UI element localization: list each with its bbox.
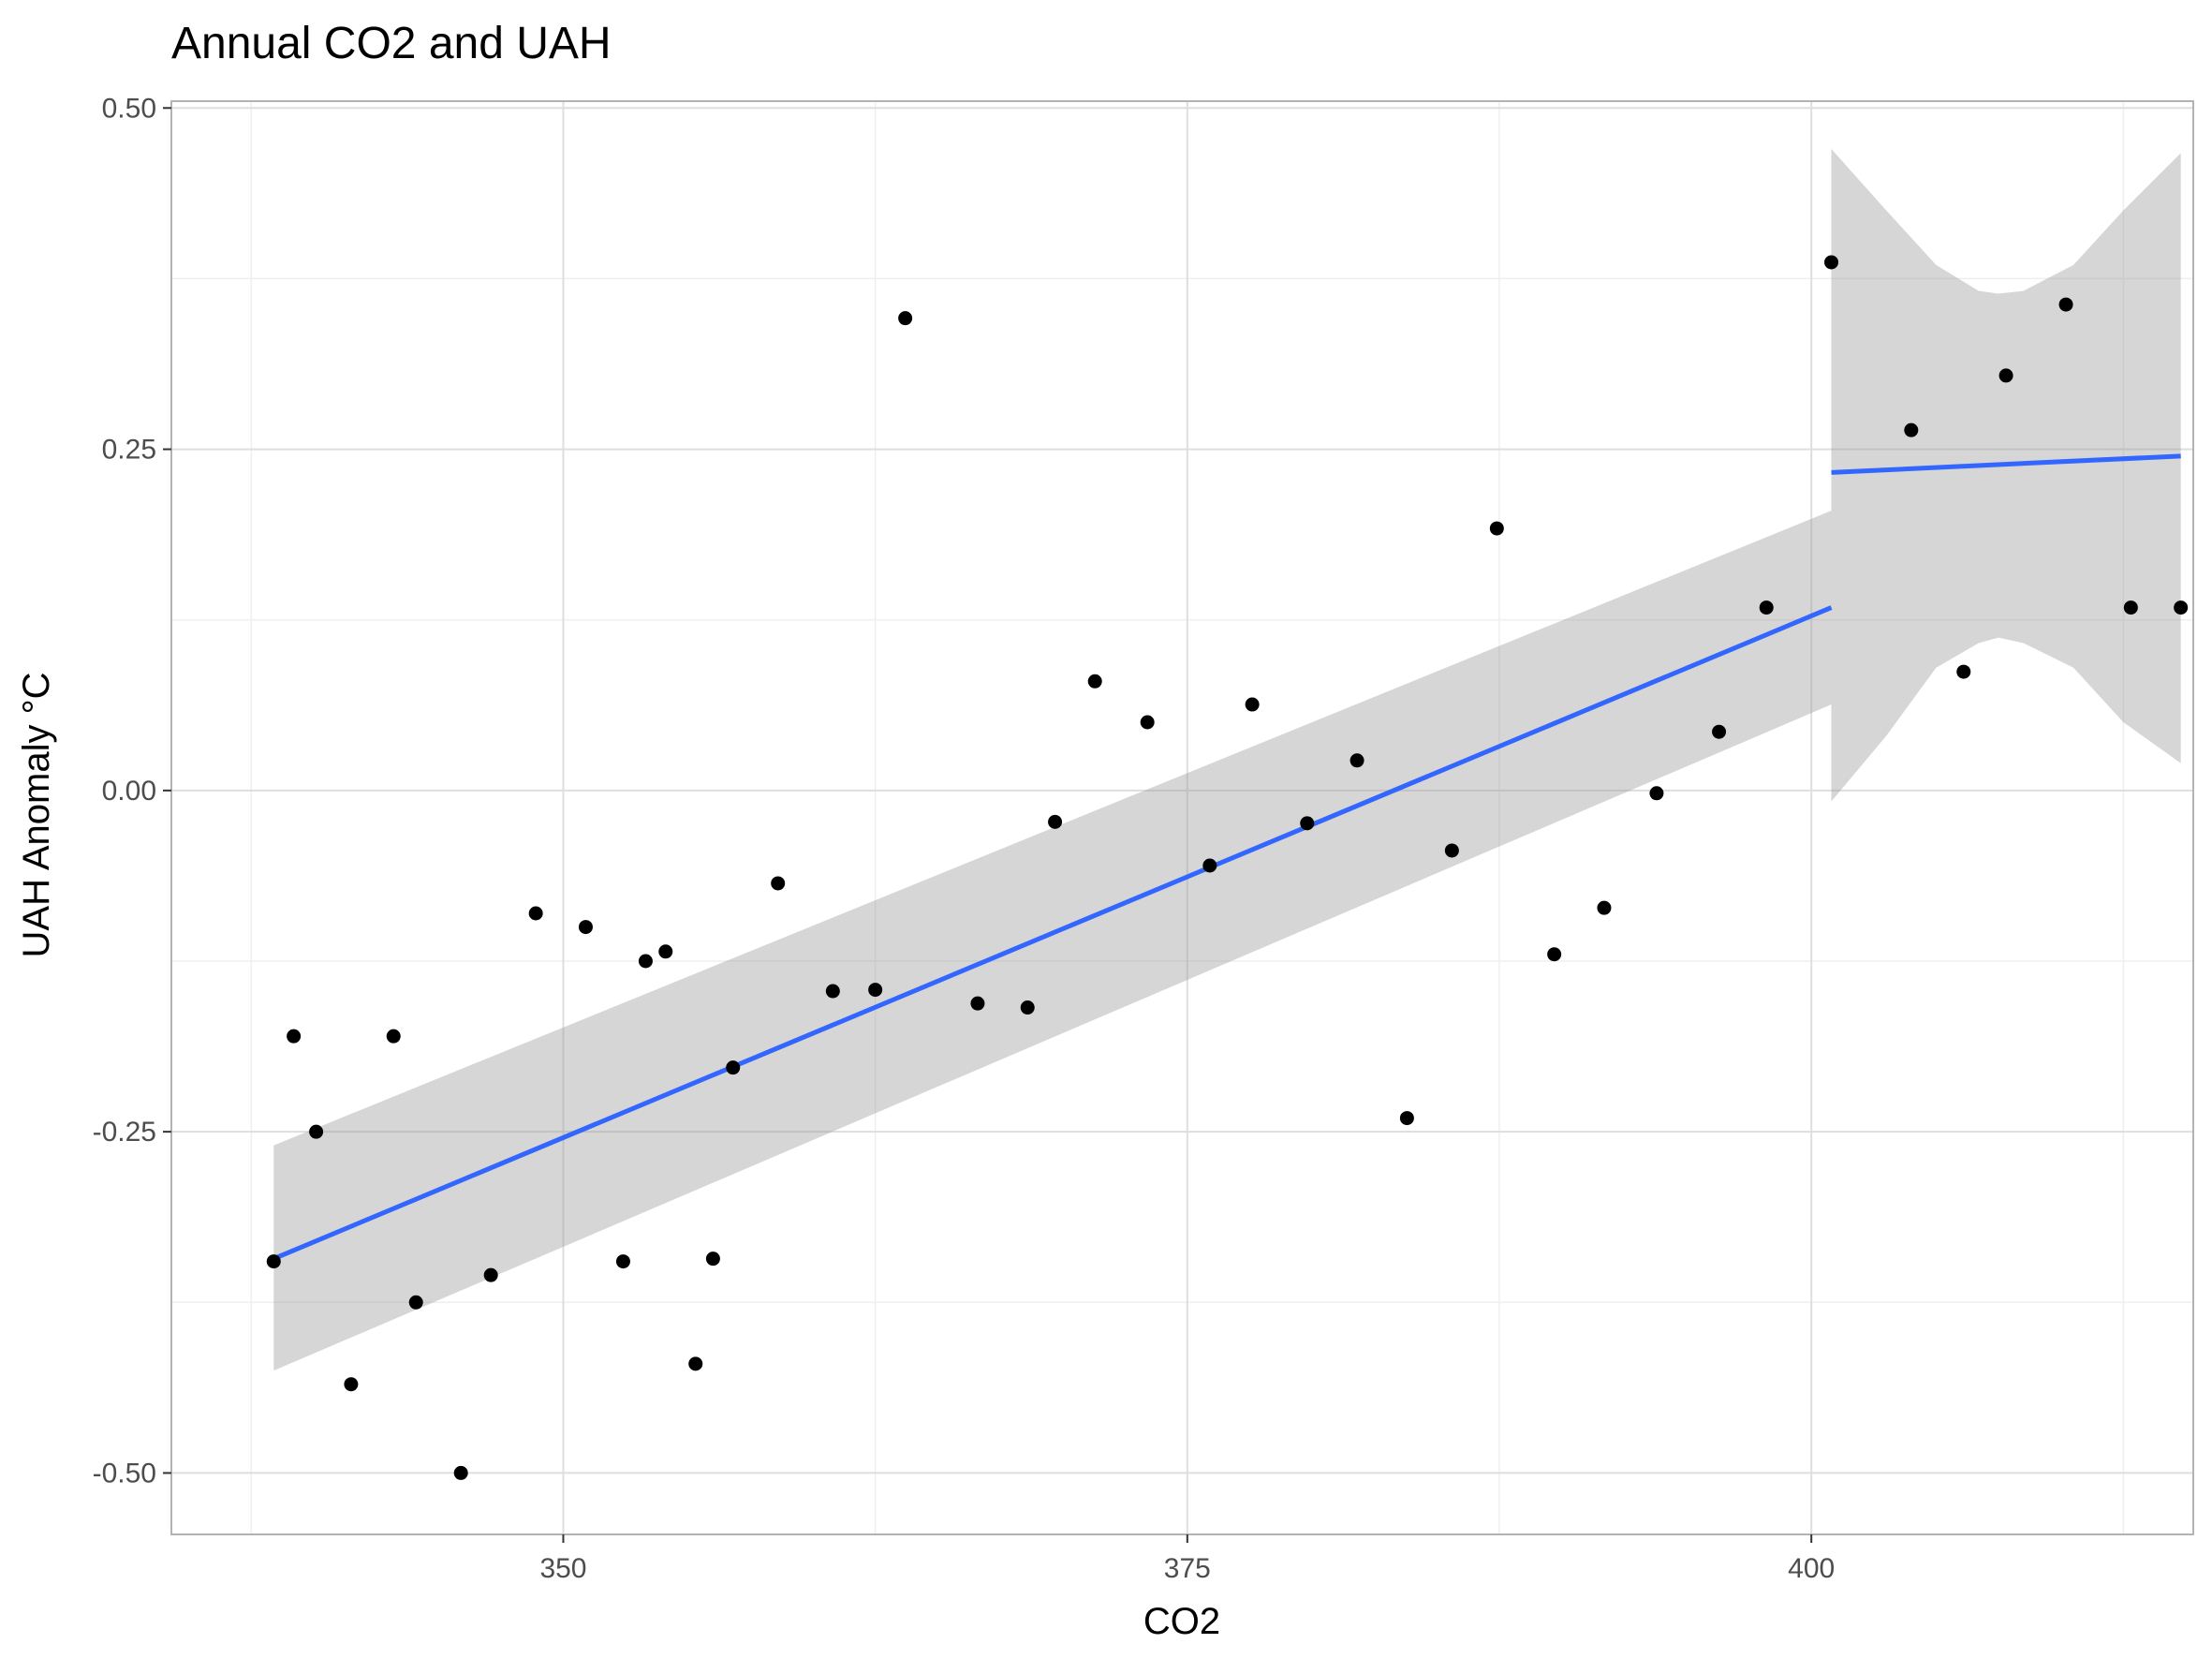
panel-border: [170, 100, 2194, 1535]
data-point: [898, 311, 913, 326]
confidence-band-recent-period: [1831, 149, 2181, 802]
minor-gridlines: [171, 101, 2193, 1534]
data-point: [1824, 255, 1839, 270]
data-point: [638, 954, 653, 969]
y-tick-label: -0.25: [93, 1117, 156, 1148]
data-point: [1399, 1111, 1414, 1126]
data-point: [1245, 697, 1260, 712]
data-point: [1300, 816, 1315, 831]
fit-line-full-period: [273, 605, 1833, 1261]
y-tick-label: 0.00: [102, 776, 156, 807]
data-point: [615, 1254, 630, 1269]
data-point: [309, 1124, 324, 1139]
data-point: [771, 876, 786, 891]
confidence-band-full-period: [273, 511, 1832, 1371]
data-point: [1759, 600, 1774, 615]
data-point: [1020, 1000, 1035, 1015]
major-gridlines: [171, 101, 2193, 1534]
x-tick-label: 350: [539, 1553, 586, 1584]
x-tick-label: 400: [1788, 1553, 1835, 1584]
x-axis-ticks: 350 375 400: [539, 1534, 1835, 1584]
data-point: [825, 984, 840, 999]
y-tick-label: -0.50: [93, 1458, 156, 1489]
data-point: [1087, 674, 1102, 689]
data-point: [453, 1465, 468, 1480]
data-points: [266, 255, 2189, 1480]
data-point: [1444, 843, 1459, 858]
data-point: [344, 1377, 359, 1392]
confidence-bands: [273, 149, 2181, 1371]
data-point: [578, 920, 593, 935]
data-point: [1597, 900, 1612, 915]
data-point: [726, 1060, 741, 1075]
data-point: [1547, 947, 1562, 962]
fit-line-recent-period: [1831, 453, 2181, 475]
data-point: [1202, 858, 1217, 873]
data-point: [688, 1356, 703, 1371]
data-point: [266, 1254, 281, 1269]
x-axis-title: CO2: [1143, 1601, 1220, 1642]
y-tick-label: 0.25: [102, 435, 156, 466]
data-point: [1956, 664, 1971, 679]
data-point: [408, 1295, 423, 1310]
data-point: [1349, 753, 1364, 768]
data-point: [705, 1252, 720, 1266]
data-point: [1140, 715, 1155, 730]
data-point: [2174, 600, 2189, 615]
y-tick-label: 0.50: [102, 93, 156, 124]
data-point: [1048, 814, 1063, 829]
data-point: [2123, 600, 2138, 615]
data-point: [970, 996, 985, 1011]
data-point: [1904, 422, 1919, 437]
chart-title: Annual CO2 and UAH: [171, 19, 612, 68]
data-point: [868, 983, 883, 998]
data-point: [528, 906, 543, 921]
data-point: [287, 1029, 302, 1044]
y-axis-title: UAH Anomaly °C: [16, 673, 57, 958]
data-point: [658, 944, 673, 959]
data-point: [2058, 297, 2073, 312]
data-point: [386, 1029, 401, 1044]
fit-lines: [273, 453, 2181, 1261]
data-point: [483, 1267, 498, 1282]
x-tick-label: 375: [1164, 1553, 1211, 1584]
data-point: [1712, 724, 1727, 739]
data-point: [1998, 368, 2013, 383]
y-axis-ticks: -0.50 -0.25 0.00 0.25 0.50: [93, 93, 171, 1489]
data-point: [1649, 786, 1664, 801]
data-point: [1489, 521, 1504, 536]
